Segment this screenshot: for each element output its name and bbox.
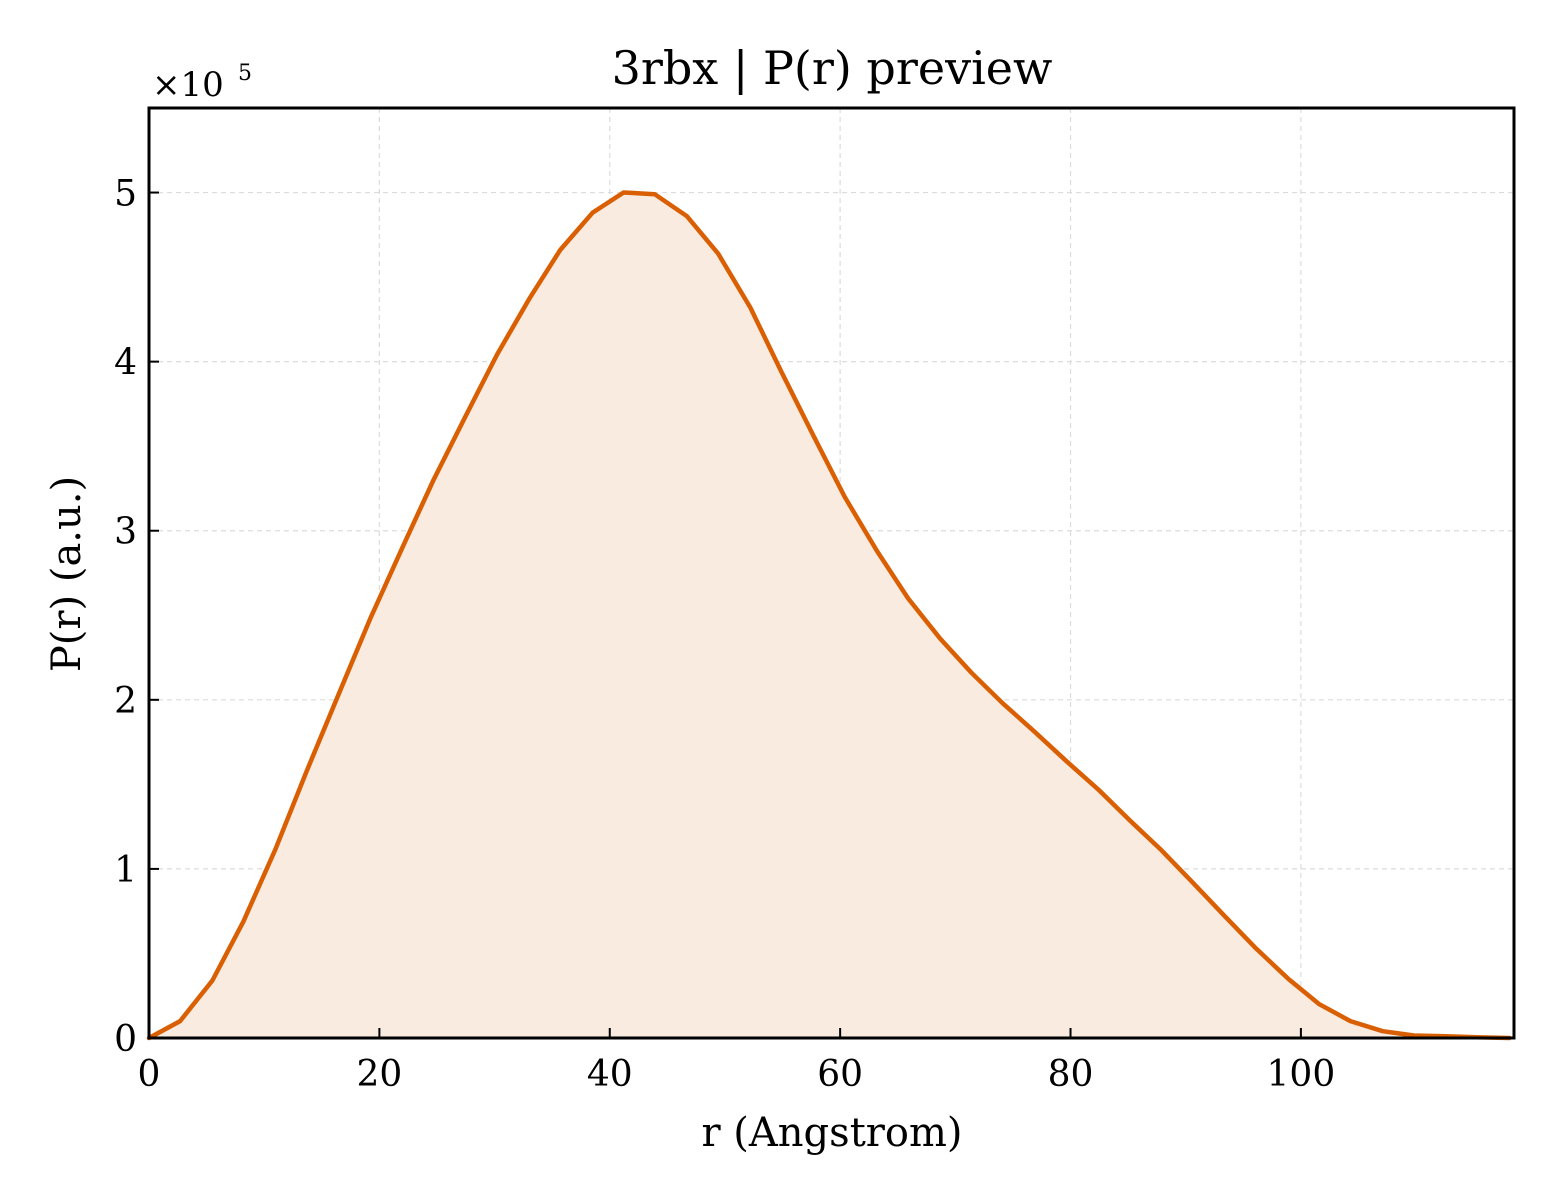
y-tick-label: 5 <box>114 174 137 215</box>
plot-frame <box>147 106 1516 1040</box>
series-line <box>146 190 1512 1041</box>
y-tick-label: 3 <box>114 512 137 553</box>
x-tick-label: 80 <box>1048 1054 1094 1095</box>
y-multiplier-base: ×10 <box>152 65 224 105</box>
series-fill-area <box>149 192 1510 1038</box>
y-axis-label: P(r) (a.u.) <box>44 476 90 672</box>
y-multiplier: ×10 5 <box>152 61 252 105</box>
y-tick-label: 4 <box>114 343 137 384</box>
y-multiplier-exponent: 5 <box>238 61 252 86</box>
y-axis: 0 1 2 3 4 5 <box>114 174 159 1060</box>
x-axis-label: r (Angstrom) <box>701 1110 962 1156</box>
x-tick-label: 60 <box>817 1054 863 1095</box>
x-axis: 0 20 40 60 80 100 <box>138 1028 1336 1095</box>
x-tick-label: 100 <box>1267 1054 1336 1095</box>
y-tick-label: 0 <box>114 1019 137 1060</box>
y-tick-label: 1 <box>114 850 137 891</box>
y-tick-label: 2 <box>114 681 137 722</box>
chart-title: 3rbx | P(r) preview <box>612 41 1053 95</box>
x-tick-label: 40 <box>587 1054 633 1095</box>
x-tick-label: 20 <box>356 1054 402 1095</box>
x-tick-label: 0 <box>138 1054 161 1095</box>
